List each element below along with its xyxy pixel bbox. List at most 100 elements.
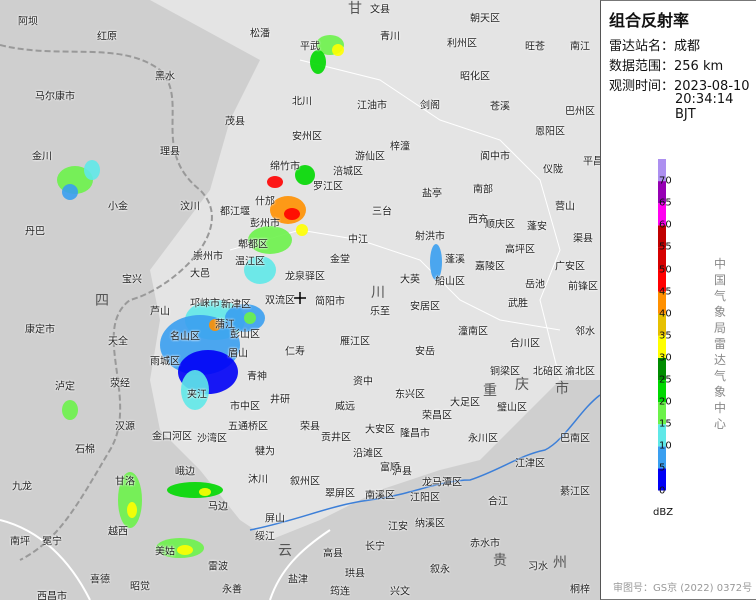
range-value: 256 km: [674, 59, 724, 74]
city-label: 綦江区: [560, 486, 590, 498]
city-label: 新津区: [221, 299, 251, 311]
city-label: 安居区: [410, 301, 440, 313]
city-label: 恩阳区: [535, 126, 565, 138]
city-label: 泸定: [55, 381, 75, 393]
radar-echo: [244, 312, 256, 324]
tick-label: 40: [659, 308, 672, 320]
city-label: 三台: [372, 206, 392, 218]
province-boundary: [0, 44, 213, 561]
date-value: 2023-08-10: [674, 79, 750, 94]
city-label: 苍溪: [490, 101, 510, 113]
station-label: 雷达站名：: [609, 39, 675, 54]
border-line: [0, 519, 331, 600]
city-label: 赤水市: [470, 538, 500, 550]
city-label: 越西: [108, 526, 128, 538]
city-label: 九龙: [12, 481, 32, 493]
city-label: 绥江: [255, 531, 275, 543]
city-label: 黑水: [155, 71, 175, 83]
city-label: 朝天区: [470, 13, 500, 25]
city-label: 剑阁: [420, 100, 440, 112]
city-label: 荣昌区: [422, 410, 452, 422]
city-label: 梓潼: [390, 141, 410, 153]
province-label: 庆: [515, 377, 529, 393]
city-label: 合江: [488, 496, 508, 508]
city-label: 岳池: [525, 279, 545, 291]
radar-echo: [296, 224, 308, 236]
radar-echo: [199, 488, 211, 496]
city-label: 红原: [97, 31, 117, 43]
city-label: 江津区: [515, 458, 545, 470]
city-label: 峨边: [175, 466, 195, 478]
radar-echo: [332, 44, 344, 56]
city-label: 简阳市: [315, 296, 345, 308]
city-label: 阿坝: [18, 16, 38, 28]
radar-echo: [284, 208, 300, 220]
radar-echo: [181, 370, 209, 410]
city-label: 马尔康市: [35, 91, 75, 103]
city-label: 兴文: [390, 586, 410, 598]
city-label: 邻水: [575, 326, 595, 338]
city-label: 前锋区: [568, 281, 598, 293]
city-label: 甘洛: [115, 476, 135, 488]
city-label: 理县: [160, 146, 180, 158]
city-label: 铜梁区: [490, 366, 520, 378]
city-label: 荥经: [110, 378, 130, 390]
tick-label: 30: [659, 352, 672, 364]
product-title: 组合反射率: [609, 11, 690, 30]
city-label: 翠屏区: [325, 488, 355, 500]
radar-map[interactable]: 甘四 川重 庆 市云贵 州 阿坝 红原 松潘 平武 青川 朝天区 利州区 旺苍 南江 黑水 北川 江油市 剑阁 昭化…: [0, 0, 600, 600]
province-label: 市: [555, 381, 569, 397]
tick-label: 5: [659, 462, 666, 474]
tick-label: 0: [659, 485, 666, 496]
city-label: 叙永: [430, 564, 450, 576]
city-label: 安州区: [292, 131, 322, 143]
city-label: 江油市: [357, 100, 387, 112]
city-label: 游仙区: [355, 151, 385, 163]
city-label: 蒲江: [215, 319, 235, 331]
city-label: 巴州区: [565, 106, 595, 118]
color-bar-segment: [658, 247, 666, 270]
city-label: 广安区: [555, 261, 585, 273]
city-label: 资中: [353, 376, 373, 388]
radar-echo: [167, 482, 223, 498]
city-label: 昭化区: [460, 71, 490, 83]
time-value: 20:34:14 BJT: [675, 92, 734, 122]
tick-label: 45: [659, 286, 672, 298]
city-label: 屏山: [265, 513, 285, 525]
color-bar-segment: [658, 159, 666, 182]
city-label: 渝北区: [565, 366, 595, 378]
color-bar-segment: [658, 269, 666, 292]
city-label: 松潘: [250, 28, 270, 40]
station-value: 成都: [674, 39, 701, 54]
city-label: 龙泉驿区: [285, 271, 325, 283]
range-row: 数据范围：256 km: [609, 55, 723, 74]
city-label: 罗江区: [313, 181, 343, 193]
city-label: 喜德: [90, 574, 110, 586]
color-bar-segment: [658, 380, 666, 403]
city-label: 蓬溪: [445, 254, 465, 266]
city-label: 盐津: [288, 574, 308, 586]
city-label: 江阳区: [410, 492, 440, 504]
city-label: 中江: [348, 234, 368, 246]
city-label: 嘉陵区: [475, 261, 505, 273]
radar-echo: [84, 160, 100, 180]
city-label: 大足区: [450, 397, 480, 409]
city-label: 营山: [555, 201, 575, 213]
city-label: 阆中市: [480, 151, 510, 163]
city-label: 南溪区: [365, 490, 395, 502]
city-label: 夹江: [187, 389, 207, 401]
city-label: 冕宁: [42, 536, 62, 548]
city-label: 巴南区: [560, 433, 590, 445]
city-label: 永善: [222, 584, 242, 596]
time-row: 观测时间：2023-08-10: [609, 75, 750, 94]
city-label: 桐梓: [570, 584, 590, 596]
radar-echo: [295, 165, 315, 185]
time-label: 观测时间：: [609, 79, 675, 94]
city-label: 东兴区: [395, 389, 425, 401]
radar-echo: [62, 400, 78, 420]
city-label: 习水: [528, 561, 548, 573]
city-label: 郫都区: [238, 239, 268, 251]
radar-echo: [430, 244, 442, 280]
color-bar-segment: [658, 313, 666, 336]
city-label: 仁寿: [285, 346, 305, 358]
